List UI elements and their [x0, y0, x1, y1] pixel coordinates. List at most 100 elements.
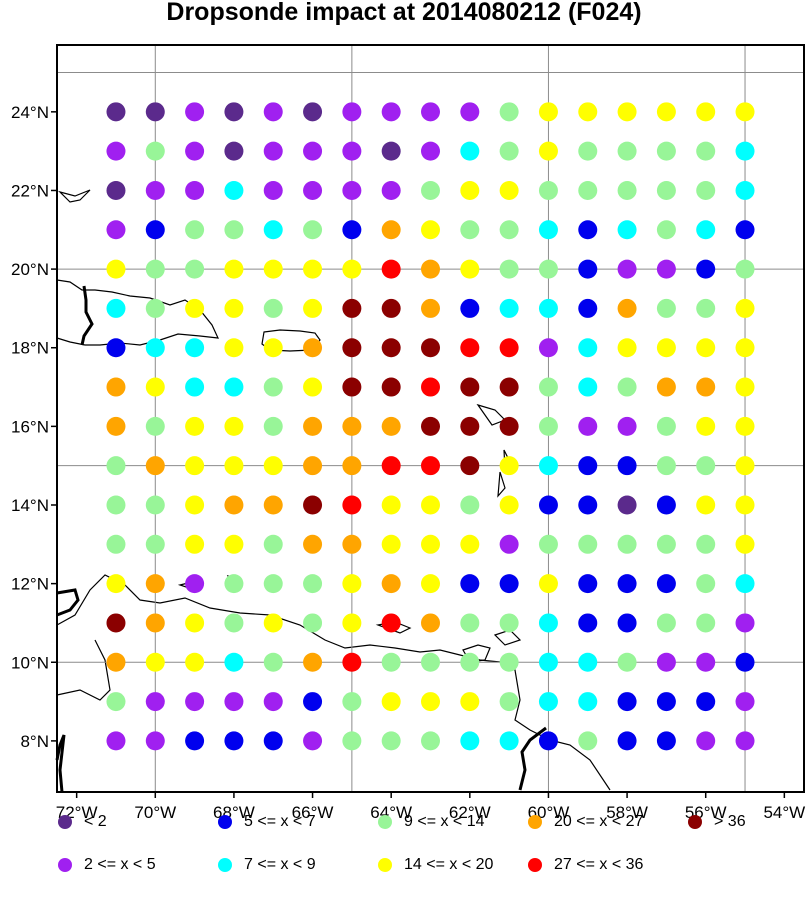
data-point: [263, 495, 283, 515]
data-point: [303, 692, 323, 712]
data-point: [578, 534, 598, 554]
data-point: [224, 416, 244, 436]
data-point: [421, 220, 440, 240]
data-point: [656, 456, 676, 476]
data-point: [578, 456, 598, 476]
data-point: [460, 613, 480, 633]
data-point: [224, 102, 244, 122]
data-point: [145, 141, 165, 161]
data-point: [185, 495, 205, 515]
data-point: [381, 377, 401, 397]
data-point: [617, 416, 637, 436]
data-point: [617, 456, 637, 476]
data-point: [421, 102, 440, 122]
data-point: [185, 731, 205, 751]
data-point: [106, 613, 126, 633]
data-point: [263, 534, 283, 554]
data-point: [499, 298, 519, 318]
data-point: [145, 534, 165, 554]
x-tick-label: 70°W: [134, 803, 176, 822]
data-point: [263, 338, 283, 358]
data-point: [263, 377, 283, 397]
data-point: [145, 298, 165, 318]
data-point: [735, 416, 755, 436]
data-point: [617, 574, 637, 594]
data-point: [499, 731, 519, 751]
data-point: [145, 416, 165, 436]
data-point: [460, 731, 480, 751]
data-point: [145, 259, 165, 279]
data-point: [381, 141, 401, 161]
data-point: [538, 102, 558, 122]
data-point: [106, 141, 126, 161]
data-point: [263, 652, 283, 672]
x-tick-label: 54°W: [763, 803, 805, 822]
data-point: [421, 613, 440, 633]
data-point: [696, 102, 716, 122]
data-point: [460, 377, 480, 397]
data-point: [106, 416, 126, 436]
data-point: [499, 180, 519, 200]
x-tick-label: 56°W: [685, 803, 727, 822]
data-point: [578, 613, 598, 633]
data-point: [460, 456, 480, 476]
data-point: [421, 141, 440, 161]
data-point: [145, 102, 165, 122]
data-point: [460, 416, 480, 436]
data-point: [578, 259, 598, 279]
data-point: [696, 416, 716, 436]
data-point: [656, 574, 676, 594]
data-point: [617, 692, 637, 712]
data-point: [421, 377, 440, 397]
data-point: [106, 102, 126, 122]
data-point: [381, 692, 401, 712]
data-point: [538, 456, 558, 476]
data-point: [499, 377, 519, 397]
data-point: [185, 338, 205, 358]
data-point: [185, 298, 205, 318]
data-point: [735, 180, 755, 200]
x-tick-label: 68°W: [213, 803, 255, 822]
data-point: [342, 652, 362, 672]
data-point: [303, 416, 323, 436]
data-point: [106, 731, 126, 751]
data-point: [696, 220, 716, 240]
data-point: [106, 495, 126, 515]
data-point: [145, 456, 165, 476]
data-point: [185, 377, 205, 397]
data-point: [538, 220, 558, 240]
data-point: [735, 692, 755, 712]
data-point: [342, 692, 362, 712]
data-point: [342, 141, 362, 161]
data-point: [263, 220, 283, 240]
data-point: [342, 102, 362, 122]
data-point: [460, 652, 480, 672]
data-point: [381, 731, 401, 751]
borders: [55, 285, 547, 793]
data-point: [303, 102, 323, 122]
data-point: [617, 259, 637, 279]
data-point: [578, 652, 598, 672]
data-point: [224, 298, 244, 318]
data-point: [185, 220, 205, 240]
data-point: [460, 534, 480, 554]
data-point: [499, 652, 519, 672]
data-point: [145, 377, 165, 397]
data-point: [578, 692, 598, 712]
data-point: [617, 338, 637, 358]
data-point: [421, 259, 440, 279]
data-point: [656, 220, 676, 240]
data-point: [421, 652, 440, 672]
data-point: [735, 259, 755, 279]
data-point: [224, 141, 244, 161]
data-point: [224, 259, 244, 279]
data-point: [538, 180, 558, 200]
data-point: [617, 102, 637, 122]
data-point: [460, 338, 480, 358]
data-point: [145, 220, 165, 240]
data-point: [342, 377, 362, 397]
data-point: [263, 259, 283, 279]
data-point: [656, 495, 676, 515]
data-point: [342, 574, 362, 594]
data-point: [460, 102, 480, 122]
